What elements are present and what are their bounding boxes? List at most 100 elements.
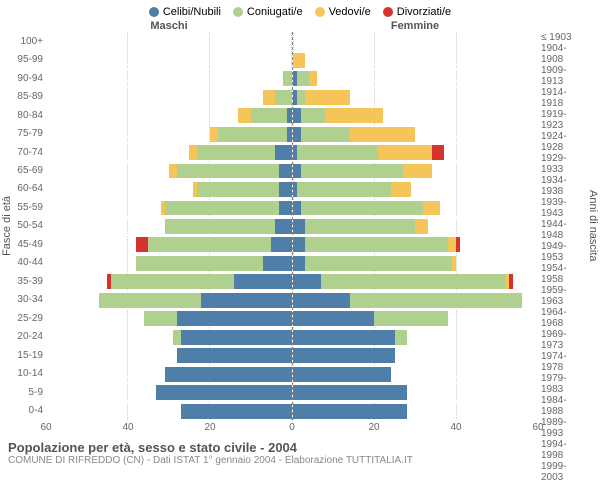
age-label: 30-34 (14, 291, 43, 309)
age-label: 55-59 (14, 198, 43, 216)
bar-segment (279, 164, 291, 179)
chart-area: Fasce di età 100+95-9990-9485-8980-8475-… (0, 32, 600, 420)
bar-segment (197, 145, 275, 160)
bar-segment (350, 293, 522, 308)
birth-label: ≤ 1903 (541, 32, 586, 43)
bar-segment (234, 274, 291, 289)
birth-label: 1964-1968 (541, 307, 586, 329)
bar-segment (169, 164, 177, 179)
plot (46, 32, 538, 420)
age-label: 50-54 (14, 217, 43, 235)
bar-row (46, 32, 292, 50)
bar-segment (201, 293, 291, 308)
bar-row (293, 180, 539, 198)
birth-label: 1929-1933 (541, 153, 586, 175)
bar-segment (297, 90, 305, 105)
column-headers: Maschi Femmine (0, 20, 600, 32)
birth-labels: ≤ 19031904-19081909-19131914-19181919-19… (538, 32, 586, 420)
bar-segment (415, 219, 427, 234)
bar-row (46, 401, 292, 419)
bar-segment (305, 219, 415, 234)
bar-row (293, 87, 539, 105)
legend-label: Coniugati/e (247, 6, 303, 18)
bar-segment (293, 53, 305, 68)
bar-segment (287, 108, 291, 123)
bar-segment (293, 385, 408, 400)
footer: Popolazione per età, sesso e stato civil… (0, 436, 600, 466)
bar-row (293, 254, 539, 272)
bar-row (293, 143, 539, 161)
bar-segment (279, 182, 291, 197)
age-label: 60-64 (14, 180, 43, 198)
bar-row (46, 50, 292, 68)
bar-segment (293, 348, 395, 363)
bar-segment (293, 164, 301, 179)
bar-row (293, 401, 539, 419)
birth-label: 1974-1978 (541, 351, 586, 373)
birth-label: 1979-1983 (541, 373, 586, 395)
bar-row (46, 106, 292, 124)
bar-row (293, 346, 539, 364)
bar-segment (395, 330, 407, 345)
legend-item: Celibi/Nubili (149, 6, 221, 18)
bar-segment (297, 71, 309, 86)
bar-row (46, 309, 292, 327)
bar-segment (99, 293, 201, 308)
bar-row (46, 87, 292, 105)
birth-label: 1939-1943 (541, 197, 586, 219)
birth-label: 1904-1908 (541, 43, 586, 65)
birth-label: 1984-1988 (541, 395, 586, 417)
bar-segment (165, 201, 280, 216)
bar-row (46, 328, 292, 346)
bar-segment (293, 256, 305, 271)
bar-segment (301, 164, 403, 179)
legend-item: Coniugati/e (233, 6, 303, 18)
bar-segment (177, 348, 292, 363)
birth-label: 1934-1938 (541, 175, 586, 197)
bar-segment (165, 367, 292, 382)
bar-segment (301, 201, 424, 216)
bar-segment (293, 404, 408, 419)
bar-segment (148, 237, 271, 252)
birth-label: 1924-1928 (541, 131, 586, 153)
bar-segment (293, 219, 305, 234)
x-axis-right: 204060 (292, 422, 538, 436)
legend: Celibi/NubiliConiugati/eVedovi/eDivorzia… (0, 0, 600, 20)
bar-row (293, 291, 539, 309)
birth-label: 1944-1948 (541, 219, 586, 241)
bar-segment (456, 237, 460, 252)
legend-swatch (149, 7, 159, 17)
bar-segment (374, 311, 448, 326)
y-axis-label-left: Fasce di età (0, 32, 14, 420)
bar-row (46, 254, 292, 272)
bar-segment (293, 330, 395, 345)
age-label: 80-84 (14, 106, 43, 124)
age-labels: 100+95-9990-9485-8980-8475-7970-7465-696… (14, 32, 46, 420)
legend-label: Vedovi/e (329, 6, 371, 18)
bar-segment (293, 127, 301, 142)
bar-segment (305, 90, 350, 105)
age-label: 75-79 (14, 124, 43, 142)
age-label: 25-29 (14, 309, 43, 327)
birth-label: 1914-1918 (541, 87, 586, 109)
bar-segment (283, 71, 291, 86)
bar-row (46, 291, 292, 309)
female-header: Femmine (292, 20, 538, 32)
bar-row (293, 272, 539, 290)
bar-row (46, 143, 292, 161)
bar-segment (173, 330, 181, 345)
x-tick: 20 (204, 422, 215, 433)
bar-row (46, 161, 292, 179)
bar-row (293, 364, 539, 382)
bar-segment (321, 274, 505, 289)
legend-swatch (383, 7, 393, 17)
bar-segment (271, 237, 291, 252)
bar-segment (325, 108, 382, 123)
bar-row (293, 161, 539, 179)
age-label: 95-99 (14, 50, 43, 68)
x-tick: 60 (532, 422, 543, 433)
bar-row (293, 32, 539, 50)
bar-row (293, 124, 539, 142)
bar-segment (275, 145, 291, 160)
bar-segment (350, 127, 415, 142)
